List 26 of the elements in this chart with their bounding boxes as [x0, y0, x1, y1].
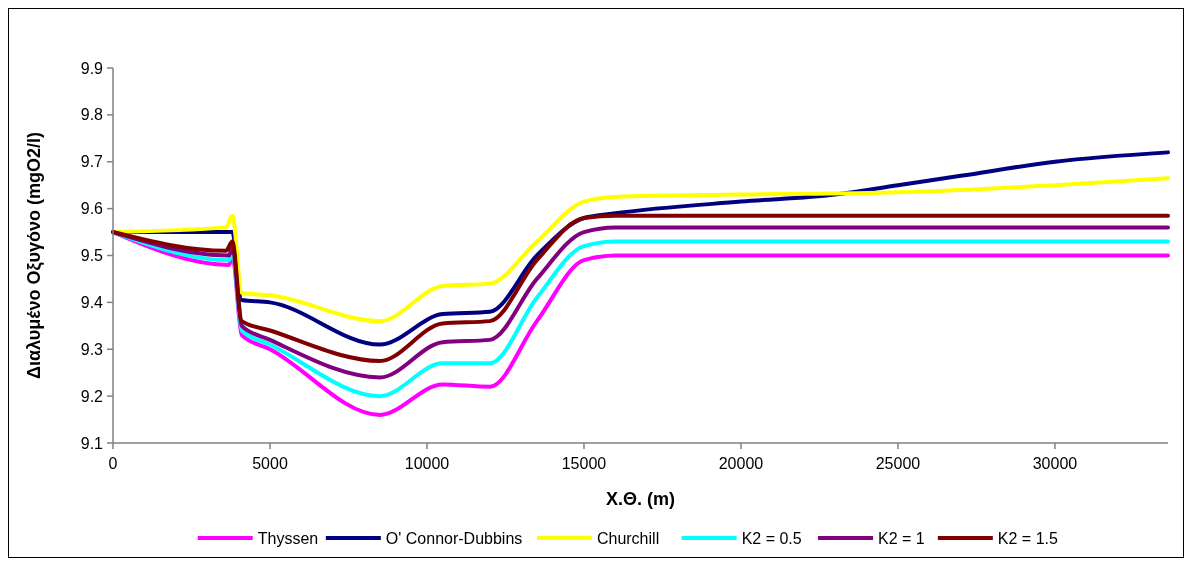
y-axis-title: Διαλυμένο Οξυγόνο (mgO2/l) [24, 132, 45, 379]
y-tick-label: 9.4 [80, 293, 104, 311]
y-tick-label: 9.8 [80, 106, 104, 124]
legend-label: O' Connor-Dubbins [385, 529, 523, 547]
line-series [111, 213, 1170, 363]
x-tick-label: 15000 [561, 455, 607, 472]
x-tick-label: 30000 [1032, 455, 1078, 472]
x-axis-title: Χ.Θ. (m) [605, 489, 676, 509]
y-tick-label: 9.1 [80, 434, 104, 452]
y-tick-label: 9.3 [80, 340, 104, 358]
x-tick-label: 0 [108, 455, 118, 472]
x-tick-label: 25000 [875, 455, 921, 472]
legend-label: Churchill [596, 529, 660, 547]
y-tick-label: 9.7 [80, 153, 104, 171]
legend-label: K2 = 0.5 [741, 529, 802, 547]
x-tick-label: 5000 [252, 455, 288, 472]
legend-label: K2 = 1 [878, 529, 925, 547]
legend-label: Thyssen [257, 529, 319, 547]
y-tick-label: 9.9 [80, 59, 104, 77]
y-tick-label: 9.2 [80, 387, 104, 405]
x-tick-label: 10000 [404, 455, 450, 472]
y-tick-label: 9.5 [80, 247, 104, 265]
legend-label: K2 = 1.5 [997, 529, 1058, 547]
x-tick-label: 20000 [718, 455, 764, 472]
y-tick-label: 9.6 [80, 200, 104, 218]
line-series [111, 176, 1170, 324]
